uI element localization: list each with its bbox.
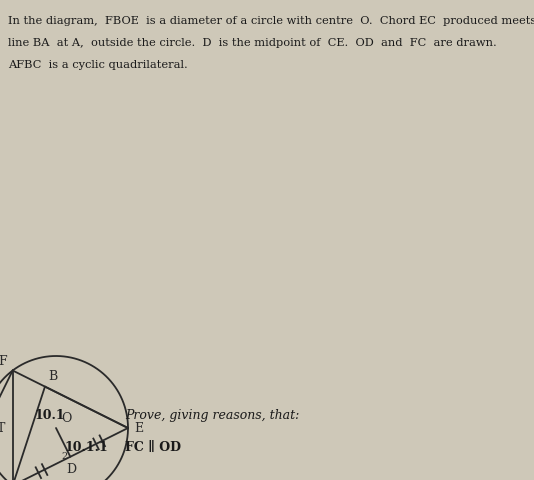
Text: B: B — [48, 369, 57, 382]
Text: Prove, giving reasons, that:: Prove, giving reasons, that: — [125, 408, 300, 421]
Text: E: E — [134, 421, 143, 434]
Text: 10.1: 10.1 — [35, 408, 66, 421]
Text: D: D — [66, 462, 76, 475]
Text: line BA  at A,  outside the circle.  D  is the midpoint of  CE.  OD  and  FC  ar: line BA at A, outside the circle. D is t… — [8, 38, 497, 48]
Text: F: F — [0, 355, 6, 368]
Text: In the diagram,  FBOE  is a diameter of a circle with centre  O.  Chord EC  prod: In the diagram, FBOE is a diameter of a … — [8, 16, 534, 26]
Text: O: O — [61, 411, 72, 424]
Text: 2: 2 — [62, 451, 68, 460]
Text: AFBC  is a cyclic quadrilateral.: AFBC is a cyclic quadrilateral. — [8, 60, 188, 70]
Text: 10.1.1: 10.1.1 — [65, 440, 109, 453]
Text: T: T — [0, 421, 6, 434]
Text: FC ∥ OD: FC ∥ OD — [125, 440, 181, 453]
